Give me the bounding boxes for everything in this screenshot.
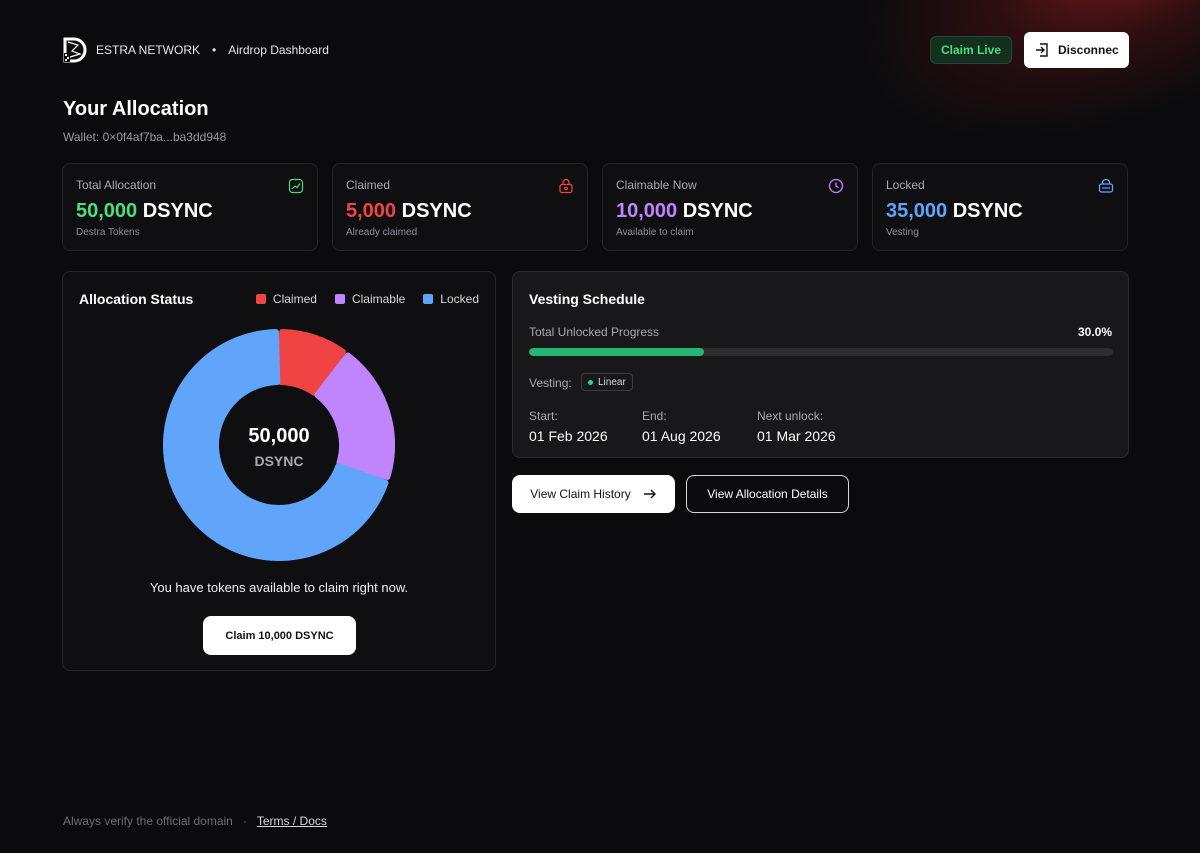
arrow-right-icon [643, 489, 656, 499]
brand[interactable]: ESTRA NETWORK • Airdrop Dashboard [62, 36, 329, 64]
lock-icon [559, 178, 573, 194]
view-allocation-details-button[interactable]: View Allocation Details [686, 475, 849, 513]
next-unlock-value: 01 Mar 2026 [757, 428, 836, 444]
card-unit: DSYNC [142, 200, 213, 222]
card-value: 35,000 DSYNC [886, 200, 1114, 223]
disconnect-button[interactable]: Disconnec [1024, 32, 1129, 68]
progress-bar-fill [529, 348, 705, 356]
card-value: 10,000 DSYNC [616, 200, 844, 223]
header: ESTRA NETWORK • Airdrop Dashboard Claim … [62, 32, 1129, 68]
vesting-start: Start: 01 Feb 2026 [529, 409, 608, 444]
logout-icon [1036, 43, 1048, 57]
card-unit: DSYNC [682, 200, 753, 222]
logo-icon [63, 37, 87, 63]
card-claimable-now: Claimable Now 10,000 DSYNC Available to … [602, 163, 858, 251]
page-title: Your Allocation [63, 98, 209, 120]
card-sub: Destra Tokens [76, 227, 140, 238]
claim-availability-message: You have tokens available to claim right… [149, 580, 409, 595]
progress-bar [529, 348, 1113, 356]
allocation-status-title: Allocation Status [79, 291, 194, 307]
card-amount: 50,000 [76, 200, 138, 222]
card-value: 50,000 DSYNC [76, 200, 304, 223]
card-value: 5,000 DSYNC [346, 200, 574, 223]
card-unit: DSYNC [401, 200, 472, 222]
legend-label: Claimed [272, 292, 317, 306]
vesting-type-value: Linear [598, 376, 626, 388]
brand-name: ESTRA NETWORK [96, 43, 201, 57]
card-sub: Vesting [886, 227, 919, 238]
card-total-allocation: Total Allocation 50,000 DSYNC Destra Tok… [62, 163, 318, 251]
legend-item-claimed: Claimed [255, 292, 317, 306]
donut-center-unit: DSYNC [254, 453, 304, 469]
donut-slice-claimed [277, 329, 346, 397]
card-label: Claimed [346, 178, 391, 192]
legend-swatch [423, 294, 434, 304]
footer-notice: Always verify the official domain [63, 814, 233, 828]
disconnect-label: Disconnec [1058, 43, 1119, 57]
card-amount: 5,000 [346, 200, 397, 222]
terms-docs-link[interactable]: Terms / Docs [256, 814, 327, 828]
view-claim-history-button[interactable]: View Claim History [512, 475, 675, 513]
vesting-next-unlock: Next unlock: 01 Mar 2026 [757, 409, 836, 444]
donut-slice-locked [163, 329, 389, 561]
brand-separator: • [212, 43, 217, 57]
section-name: Airdrop Dashboard [228, 43, 329, 57]
vesting-schedule-panel: Vesting Schedule Total Unlocked Progress… [512, 271, 1129, 458]
card-label: Locked [886, 178, 925, 192]
footer: Always verify the official domain · Term… [63, 814, 327, 828]
progress-value: 30.0% [1077, 325, 1112, 339]
legend-swatch [255, 294, 266, 304]
next-unlock-label: Next unlock: [757, 409, 824, 423]
card-claimed: Claimed 5,000 DSYNC Already claimed [332, 163, 588, 251]
card-amount: 10,000 [616, 200, 678, 222]
legend-item-locked: Locked [423, 292, 479, 306]
legend-swatch [334, 294, 345, 304]
view-claim-history-label: View Claim History [530, 487, 631, 501]
end-label: End: [642, 409, 667, 423]
card-label: Claimable Now [616, 178, 697, 192]
end-value: 01 Aug 2026 [642, 428, 721, 444]
card-unit: DSYNC [952, 200, 1023, 222]
footer-separator: · [242, 814, 247, 828]
status-dot-icon [588, 380, 593, 385]
allocation-donut-chart [163, 329, 395, 561]
donut-slice-claimable [314, 352, 395, 480]
trend-icon [288, 178, 304, 194]
legend-label: Locked [440, 292, 479, 306]
vesting-schedule-title: Vesting Schedule [529, 291, 645, 307]
card-sub: Already claimed [346, 227, 418, 238]
vesting-type-badge: Linear [581, 373, 633, 391]
allocation-status-panel: Allocation Status Claimed Claimable Lock… [62, 271, 496, 671]
card-label: Total Allocation [76, 178, 157, 192]
clock-icon [828, 178, 844, 194]
vault-icon [1098, 178, 1114, 193]
card-locked: Locked 35,000 DSYNC Vesting [872, 163, 1128, 251]
card-sub: Available to claim [616, 227, 694, 238]
vesting-type-label: Vesting: [529, 376, 572, 390]
start-value: 01 Feb 2026 [529, 428, 608, 444]
chart-legend: Claimed Claimable Locked [255, 292, 479, 306]
legend-label: Claimable [351, 292, 406, 306]
donut-center-amount: 50,000 [248, 425, 310, 447]
legend-item-claimable: Claimable [334, 292, 406, 306]
wallet-address: Wallet: 0×0f4af7ba...ba3dd948 [63, 130, 227, 144]
vesting-end: End: 01 Aug 2026 [642, 409, 721, 444]
claim-live-badge: Claim Live [929, 36, 1012, 64]
card-amount: 35,000 [886, 200, 948, 222]
start-label: Start: [529, 409, 558, 423]
claim-button[interactable]: Claim 10,000 DSYNC [203, 616, 356, 655]
progress-label: Total Unlocked Progress [529, 325, 660, 339]
